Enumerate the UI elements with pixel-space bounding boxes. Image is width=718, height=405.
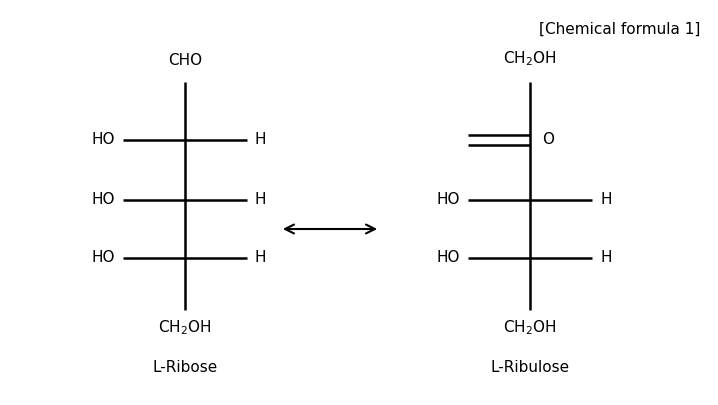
Text: CHO: CHO [168,53,202,68]
Text: CH$_2$OH: CH$_2$OH [503,49,556,68]
Text: HO: HO [91,132,115,147]
Text: CH$_2$OH: CH$_2$OH [158,318,212,337]
Text: HO: HO [91,192,115,207]
Text: H: H [600,192,612,207]
Text: [Chemical formula 1]: [Chemical formula 1] [538,22,700,37]
Text: H: H [255,132,266,147]
Text: O: O [542,132,554,147]
Text: H: H [600,251,612,266]
Text: L-Ribose: L-Ribose [152,360,218,375]
Text: HO: HO [91,251,115,266]
Text: HO: HO [437,251,460,266]
Text: CH$_2$OH: CH$_2$OH [503,318,556,337]
Text: HO: HO [437,192,460,207]
Text: H: H [255,251,266,266]
Text: H: H [255,192,266,207]
Text: L-Ribulose: L-Ribulose [490,360,569,375]
